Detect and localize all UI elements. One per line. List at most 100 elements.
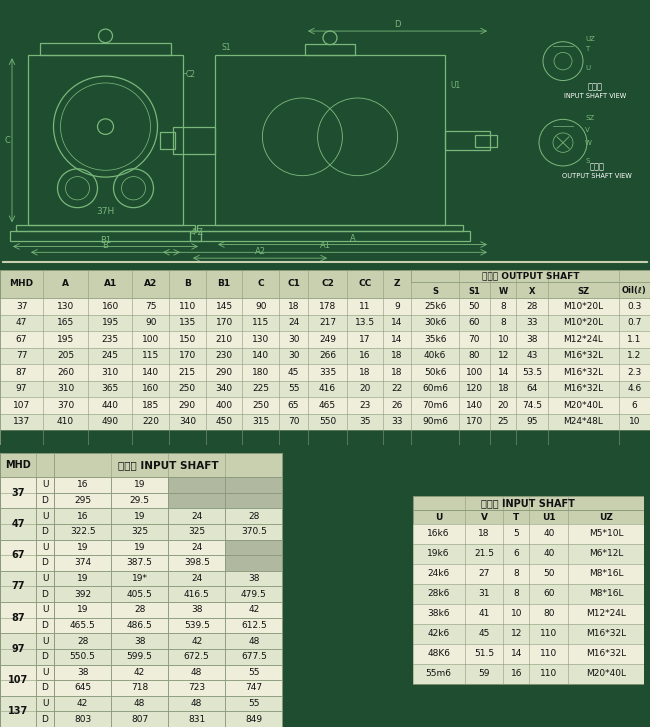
Text: 374: 374 (74, 558, 91, 568)
Text: 55m6: 55m6 (426, 670, 452, 678)
Text: 450: 450 (216, 417, 233, 426)
Text: 550.5: 550.5 (70, 652, 96, 661)
Text: 41: 41 (478, 609, 489, 619)
Text: 150: 150 (179, 334, 196, 344)
Text: 18: 18 (359, 368, 370, 377)
Bar (111, 539, 168, 555)
Text: 74.5: 74.5 (522, 401, 542, 410)
Text: 24: 24 (288, 318, 299, 327)
Text: 100: 100 (466, 368, 483, 377)
Text: 42: 42 (77, 699, 88, 708)
Text: OUTPUT SHAFT VIEW: OUTPUT SHAFT VIEW (562, 172, 632, 179)
Text: 340: 340 (179, 417, 196, 426)
Text: 87: 87 (11, 613, 25, 622)
Text: 599.5: 599.5 (127, 652, 153, 661)
Text: 24k6: 24k6 (428, 569, 450, 579)
Text: 19: 19 (77, 574, 88, 583)
Text: 40k6: 40k6 (424, 351, 447, 361)
Text: M10*20L: M10*20L (563, 302, 603, 310)
Text: 335: 335 (319, 368, 336, 377)
Bar (0, 364, 650, 380)
Text: MHD: MHD (10, 279, 34, 289)
Text: 539.5: 539.5 (184, 621, 210, 630)
Text: 入力軸 INPUT SHAFT: 入力軸 INPUT SHAFT (118, 460, 218, 470)
Text: 849: 849 (245, 715, 263, 723)
Text: 30k6: 30k6 (424, 318, 447, 327)
Text: 831: 831 (188, 715, 205, 723)
Text: A1: A1 (320, 241, 330, 250)
Text: 185: 185 (142, 401, 159, 410)
Text: D: D (42, 558, 49, 568)
Text: Z: Z (394, 279, 400, 289)
Bar (54, 555, 111, 571)
Text: U: U (42, 543, 48, 552)
Text: 42k6: 42k6 (428, 630, 450, 638)
Bar (54, 539, 111, 555)
Text: 26: 26 (391, 401, 403, 410)
Text: 137: 137 (13, 417, 31, 426)
Text: M8*16L: M8*16L (589, 590, 623, 598)
Text: 225: 225 (252, 385, 269, 393)
Text: M24*48L: M24*48L (564, 417, 603, 426)
Text: 28: 28 (77, 637, 88, 646)
Text: U: U (42, 512, 48, 521)
Text: 217: 217 (319, 318, 336, 327)
Text: B: B (103, 241, 109, 250)
Text: B1: B1 (218, 279, 231, 289)
Text: 21.5: 21.5 (474, 550, 494, 558)
Text: 107: 107 (13, 401, 31, 410)
Bar (36, 555, 54, 571)
Bar (475, 135, 497, 147)
Text: B1: B1 (100, 236, 111, 244)
Text: 479.5: 479.5 (241, 590, 266, 599)
Text: 28k6: 28k6 (428, 590, 450, 598)
Text: 97: 97 (11, 644, 25, 654)
Text: 140: 140 (252, 351, 269, 361)
Text: 6: 6 (631, 401, 637, 410)
Bar (54, 508, 111, 524)
Text: SZ: SZ (577, 286, 590, 295)
Text: 0.7: 0.7 (627, 318, 642, 327)
Bar (0, 477, 36, 508)
Text: 100: 100 (142, 334, 159, 344)
Text: M20*40L: M20*40L (563, 401, 603, 410)
Bar (54, 524, 111, 539)
Text: 260: 260 (57, 368, 74, 377)
Text: 67: 67 (16, 334, 27, 344)
Text: V: V (480, 513, 488, 521)
Text: 645: 645 (74, 683, 91, 692)
Text: 465.5: 465.5 (70, 621, 96, 630)
Text: D: D (42, 590, 49, 599)
Text: 37: 37 (16, 302, 27, 310)
Text: 90m6: 90m6 (422, 417, 448, 426)
Text: 325: 325 (188, 527, 205, 537)
Text: 310: 310 (101, 368, 119, 377)
Text: 290: 290 (216, 368, 233, 377)
Text: 28: 28 (526, 302, 538, 310)
Text: 18: 18 (391, 368, 403, 377)
Text: 28: 28 (248, 512, 259, 521)
Text: U: U (585, 65, 590, 71)
Bar (226, 539, 282, 555)
Bar (197, 225, 463, 231)
Text: A1: A1 (103, 279, 117, 289)
Text: 入力軸: 入力軸 (588, 83, 603, 92)
Text: 180: 180 (252, 368, 269, 377)
Text: W: W (585, 140, 592, 145)
Text: 110: 110 (540, 670, 558, 678)
Text: A: A (350, 233, 356, 243)
Text: M12*24L: M12*24L (586, 609, 626, 619)
Text: S1: S1 (469, 286, 480, 295)
Text: U: U (42, 574, 48, 583)
Bar (0, 664, 36, 696)
Bar (54, 696, 111, 712)
Bar (36, 602, 54, 618)
Text: 87: 87 (16, 368, 27, 377)
Text: 19: 19 (77, 543, 88, 552)
Bar (413, 644, 644, 664)
Text: 47: 47 (16, 318, 27, 327)
Text: X: X (529, 286, 536, 295)
Text: INPUT SHAFT VIEW: INPUT SHAFT VIEW (564, 93, 626, 99)
Text: 195: 195 (57, 334, 74, 344)
Bar (36, 618, 54, 633)
